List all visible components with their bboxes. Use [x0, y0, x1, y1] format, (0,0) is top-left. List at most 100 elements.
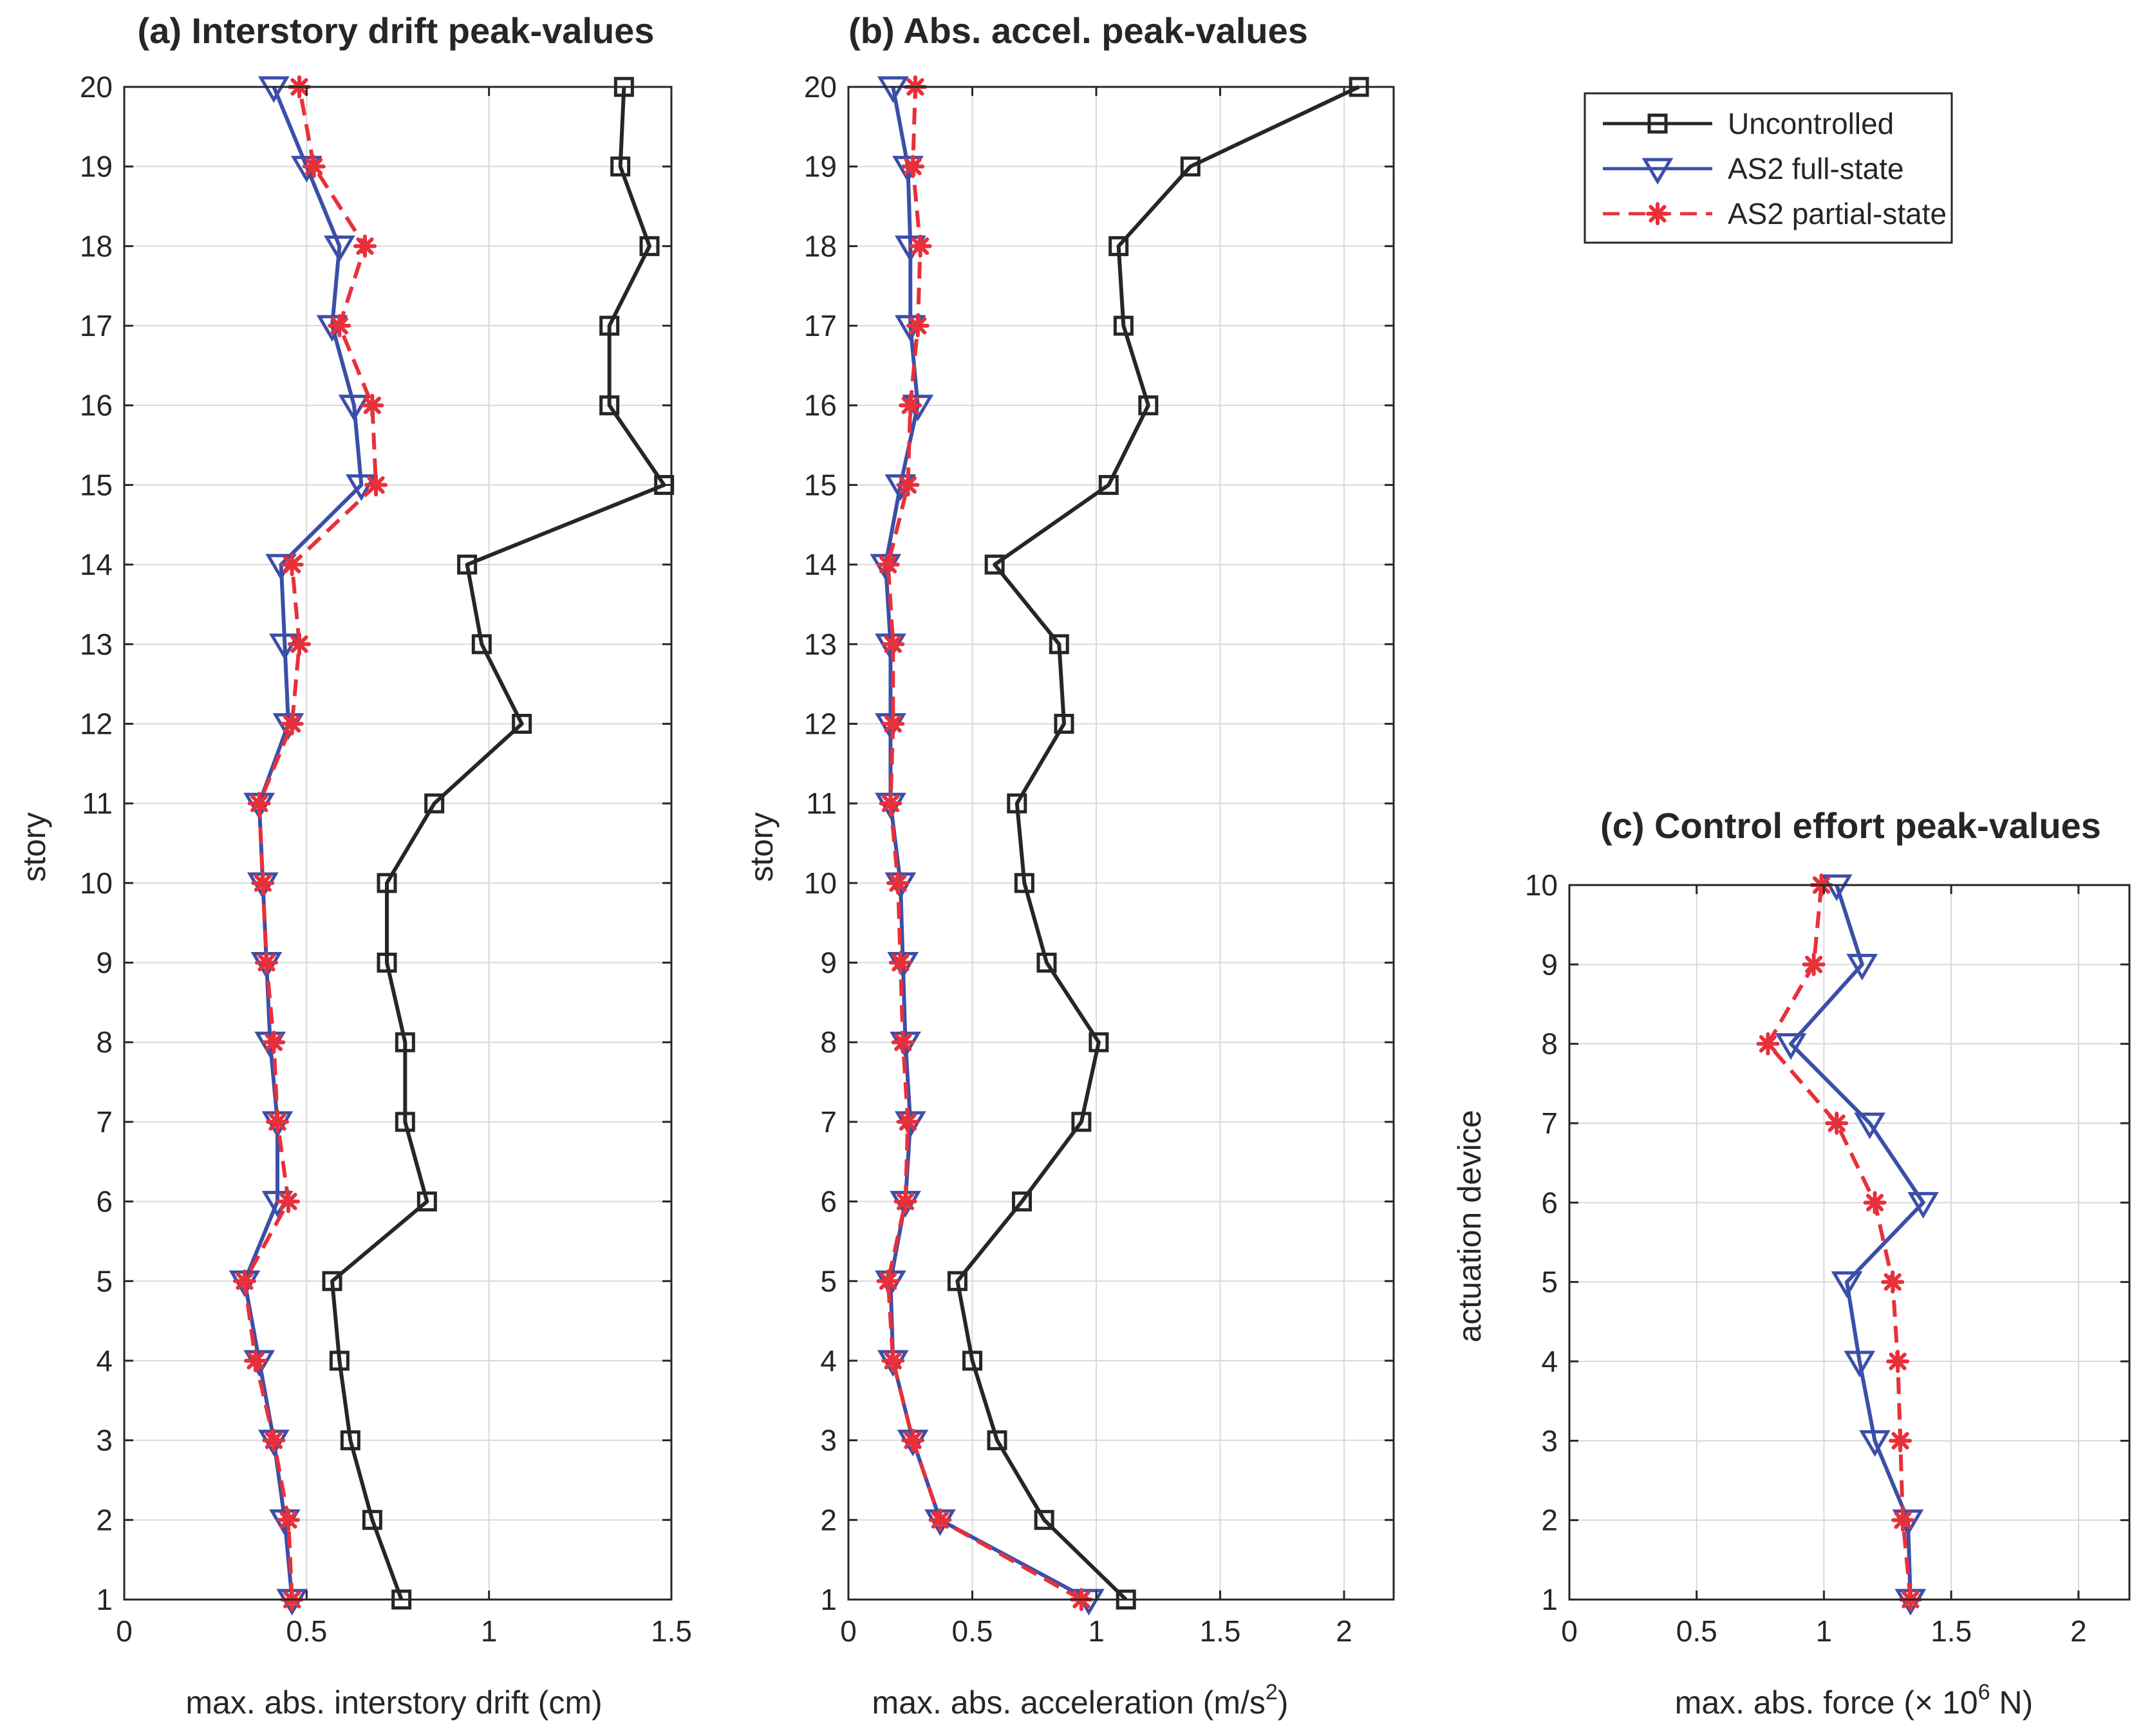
panel-b-series-uncontrolled: [947, 77, 1369, 1610]
panel-c-axis-frame: [1568, 884, 2131, 1601]
panel-a-point-as2-partial-state-stroke: [305, 158, 323, 176]
panel-c-point-as2-full-state: [1907, 1191, 1940, 1219]
panel-a-point-as2-full-state: [338, 395, 370, 422]
panel-a-ytick-label: 20: [80, 70, 113, 104]
panel-a-point-as2-partial-state-stroke: [330, 317, 348, 335]
panel-c-series-as2-partial-state: [1756, 873, 1922, 1611]
panel-a-series-as2-partial-state: [233, 75, 388, 1611]
panel-b-point-as2-partial-state: [901, 154, 925, 178]
panel-a-point-as2-partial-state-stroke: [265, 1432, 283, 1450]
panel-c-ytick-label: 7: [1541, 1106, 1558, 1140]
panel-b-point-uncontrolled: [984, 554, 1005, 575]
panel-b-ytick-label: 4: [820, 1344, 837, 1377]
panel-a-point-uncontrolled: [395, 1112, 415, 1132]
panel-c-line-as2-partial-state: [1766, 884, 1912, 1600]
panel-b-point-as2-partial-state-stroke: [899, 476, 917, 494]
panel-b-ytick-label: 19: [804, 150, 837, 183]
panel-b-point-uncontrolled: [1036, 953, 1057, 973]
panel-b-ytick-label: 20: [804, 70, 837, 104]
panel-b-point-as2-partial-state-stroke: [884, 1352, 902, 1370]
panel-b-point-as2-partial-state-stroke: [884, 635, 902, 653]
panel-b-line-uncontrolled: [955, 85, 1360, 1601]
panel-b-point-uncontrolled: [1049, 634, 1069, 655]
panel-a-point-uncontrolled: [329, 1350, 350, 1371]
panel-b-ytick-label: 5: [820, 1264, 837, 1298]
panel-a-point-uncontrolled: [471, 634, 492, 655]
legend-label-full-state: AS2 full-state: [1728, 152, 1904, 185]
panel-b-point-as2-partial-state: [893, 1190, 917, 1213]
panel-a-ytick-label: 8: [96, 1025, 113, 1059]
panel-b-xtick-label: 1.5: [1200, 1614, 1241, 1648]
panel-c-ytick-label: 2: [1541, 1504, 1558, 1537]
panel-b-xtick-label: 0: [840, 1614, 857, 1648]
panel-a-point-as2-partial-state-stroke: [283, 555, 301, 574]
panel-c-point-as2-partial-state-stroke: [1805, 955, 1823, 973]
panel-a-point-as2-partial-state-stroke: [367, 476, 385, 494]
panel-a-point-as2-partial-state-stroke: [257, 953, 276, 972]
legend-marker-partial-state: [1646, 202, 1669, 225]
panel-a-point-as2-partial-state: [364, 473, 388, 497]
panel-c-point-as2-full-state: [1846, 953, 1878, 981]
panel-b-xtick-label: 2: [1336, 1614, 1352, 1648]
panel-a-point-as2-partial-state-stroke: [356, 237, 374, 255]
panel-a-point-uncontrolled: [377, 953, 397, 973]
panel-b-point-as2-partial-state-stroke: [894, 1033, 912, 1051]
panel-b-point-as2-partial-state-stroke: [879, 1272, 897, 1290]
panel-b-xtick-label: 1: [1088, 1614, 1105, 1648]
panel-c-xlabel-main: max. abs. force (: [1675, 1685, 1915, 1721]
panel-c-point-as2-full-state: [1775, 1033, 1807, 1060]
panel-c-point-as2-partial-state-stroke: [1759, 1035, 1777, 1053]
panel-c-point-as2-partial-state: [1825, 1112, 1849, 1135]
panel-a-ytick-label: 13: [80, 628, 113, 661]
panel-b-ytick-label: 14: [804, 548, 837, 581]
panel-a-point-as2-partial-state-stroke: [283, 714, 301, 733]
panel-a-point-as2-partial-state: [244, 1349, 267, 1372]
panel-c-point-as2-partial-state-stroke: [1884, 1273, 1902, 1291]
panel-b-xlabel-sup: 2: [1266, 1680, 1278, 1704]
panel-a-point-as2-partial-state: [328, 314, 351, 338]
panel-b-point-uncontrolled: [947, 1271, 968, 1291]
panel-a-point-as2-partial-state: [353, 234, 377, 258]
panel-a-xlabel: max. abs. interstory drift (cm): [185, 1685, 602, 1721]
panel-a-axis-frame: [123, 86, 673, 1601]
panel-a-point-as2-partial-state-stroke: [265, 1033, 283, 1051]
panel-b-point-as2-partial-state-stroke: [931, 1511, 949, 1529]
panel-b-point-uncontrolled: [1098, 474, 1119, 495]
panel-b-xlabel-main: max. abs. acceleration (m/s: [872, 1685, 1266, 1721]
panel-a-ytick-label: 1: [96, 1583, 113, 1616]
panel-a-xtick-label: 1: [481, 1614, 498, 1648]
panel-b-point-uncontrolled: [1113, 315, 1134, 336]
panel-b-point-as2-partial-state: [886, 871, 910, 895]
panel-a-interstory-drift: (a) Interstory drift peak-values max. ab…: [16, 10, 692, 1721]
panel-c-xtick-label: 2: [2070, 1614, 2087, 1648]
panel-b-point-uncontrolled: [987, 1430, 1007, 1451]
panel-a-point-as2-partial-state-stroke: [250, 794, 268, 812]
panel-b-point-uncontrolled: [1054, 713, 1074, 734]
panel-a-point-as2-partial-state-stroke: [279, 1511, 297, 1529]
panel-a-point-as2-partial-state-stroke: [236, 1272, 254, 1290]
panel-c-point-as2-full-state: [1854, 1112, 1886, 1139]
panel-b-point-uncontrolled: [1034, 1509, 1054, 1530]
panel-c-ytick-label: 5: [1541, 1265, 1558, 1299]
panel-c-point-as2-partial-state-stroke: [1894, 1511, 1912, 1529]
panel-b-point-as2-partial-state-stroke: [896, 1192, 915, 1211]
panel-b-point-as2-partial-state-stroke: [904, 1432, 922, 1450]
panel-a-point-as2-partial-state-stroke: [268, 1113, 286, 1131]
panel-b-point-as2-partial-state: [876, 1269, 900, 1293]
panel-b-ytick-label: 3: [820, 1424, 837, 1457]
panel-c-xlabel-end: N): [1990, 1685, 2033, 1721]
legend-marker-shape-uncontrolled: [1647, 113, 1668, 134]
panel-b-ytick-label: 6: [820, 1185, 837, 1218]
panel-b-point-as2-full-state: [877, 76, 909, 103]
panel-b-point-as2-partial-state: [901, 1428, 925, 1452]
panel-c-xlabel-mid: × 10: [1914, 1685, 1978, 1721]
panel-a-point-as2-partial-state: [262, 1428, 286, 1452]
panel-a-point-as2-partial-state-stroke: [290, 635, 308, 653]
panel-a-point-uncontrolled: [395, 1032, 415, 1052]
panel-a-point-as2-partial-state: [280, 712, 304, 736]
panel-a-ytick-label: 3: [96, 1424, 113, 1457]
panel-b-ytick-label: 11: [806, 787, 837, 820]
panel-b-ytick-label: 9: [820, 946, 837, 980]
panel-c-point-as2-partial-state: [1891, 1508, 1915, 1532]
panel-b-line-as2-partial-state: [886, 86, 1083, 1601]
